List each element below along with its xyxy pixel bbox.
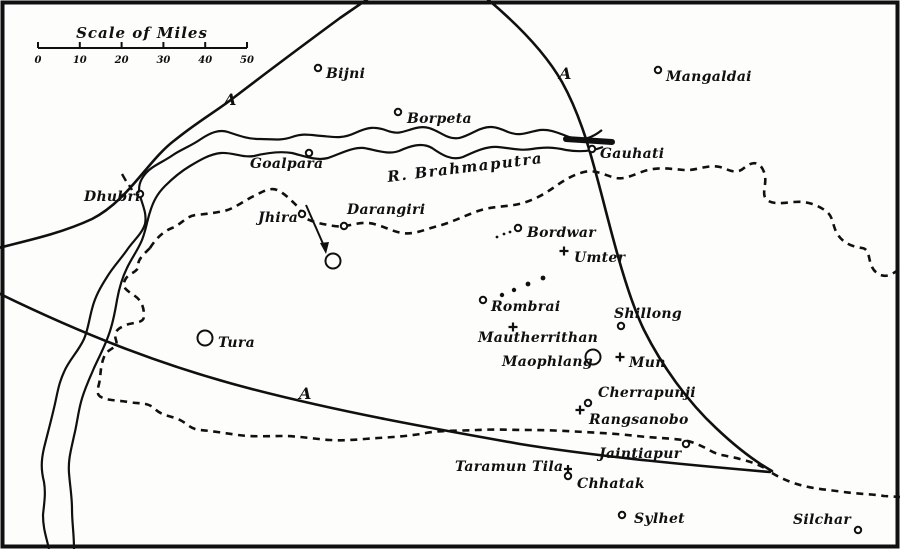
scale-tick-label-50: 50 (240, 55, 254, 66)
isoseismal-label-a-3: A (297, 384, 312, 403)
place-marker-cherrapunji (583, 398, 593, 408)
place-label-goalpara: Goalpara (250, 156, 323, 172)
place-marker-umter (559, 246, 569, 256)
place-label-silchar: Silchar (793, 512, 852, 528)
isoseismal-label-a-2: A (557, 64, 572, 83)
jhira-arrow-line (305, 204, 325, 247)
rombrai-dot-trail (499, 275, 546, 298)
place-marker-gauhati (587, 144, 597, 154)
river-thick-segment-gauhati (563, 136, 615, 145)
place-marker-darangiri (339, 221, 349, 231)
place-label-dhubri: Dhubri (83, 189, 141, 205)
scale-tick-label-30: 30 (156, 55, 170, 66)
place-label-maophlang: Maophlang (501, 354, 593, 370)
place-label-rombrai: Rombrai (490, 299, 560, 315)
scale-tick-label-20: 20 (114, 55, 129, 66)
place-label-borpeta: Borpeta (406, 111, 472, 127)
place-marker-shillong (616, 321, 626, 331)
place-label-gauhati: Gauhati (600, 146, 664, 162)
place-marker-mun (615, 352, 625, 362)
isoseismal-a-west-curve (0, 0, 369, 249)
isoseismal-label-a-1: A (222, 90, 237, 109)
river-label: R. Brahmaputra (385, 149, 544, 186)
dhubri-short-dashes (120, 173, 134, 191)
place-marker-dhubri (135, 189, 145, 199)
isoseismal-a-east-curve (486, 0, 774, 473)
place-marker-tura (196, 329, 214, 347)
place-marker-jhira (297, 209, 307, 219)
scale-tick-label-10: 10 (73, 55, 87, 66)
place-marker-borpeta (393, 107, 403, 117)
place-label-jhira: Jhira (255, 210, 298, 226)
jhira-epicentre-circle (324, 252, 342, 270)
scale-tick-label-40: 40 (198, 55, 212, 66)
bordwar-dotted-trail (495, 230, 512, 239)
river-brahmaputra-north-bank (40, 125, 603, 549)
place-marker-rangsanobo (575, 405, 585, 415)
scale-bar: Scale of Miles 0 10 20 30 40 50 (35, 24, 254, 66)
place-marker-chhatak (563, 465, 573, 481)
boundary-dashed-southeast-tail (771, 471, 900, 499)
place-marker-bijni (313, 63, 323, 73)
hills-boundary-south-dashed (96, 247, 769, 472)
place-label-tura: Tura (218, 335, 255, 351)
place-label-rangsanobo: Rangsanobo (588, 412, 689, 428)
place-label-shillong: Shillong (614, 306, 682, 322)
place-marker-mautherrithan (508, 322, 518, 332)
place-marker-jaintiapur (681, 439, 691, 449)
place-marker-mangaldai (653, 65, 663, 75)
place-label-taramun-tila: Taramun Tila (455, 459, 563, 475)
place-marker-bordwar (513, 223, 523, 233)
place-label-bijni: Bijni (325, 66, 365, 82)
place-marker-maophlang (584, 348, 602, 366)
place-label-mautherrithan: Mautherrithan (477, 330, 598, 346)
river-brahmaputra-south-bank (67, 143, 604, 549)
place-label-bordwar: Bordwar (526, 225, 597, 241)
place-marker-rombrai (478, 295, 488, 305)
place-label-cherrapunji: Cherrapunji (598, 385, 696, 401)
place-label-chhatak: Chhatak (577, 476, 645, 492)
place-marker-sylhet (617, 510, 627, 520)
jhira-arrow-head (320, 242, 329, 254)
scale-bar-title: Scale of Miles (76, 24, 208, 42)
place-label-mangaldai: Mangaldai (665, 69, 752, 85)
place-marker-goalpara (304, 148, 314, 158)
place-label-mun: Mun (628, 355, 666, 371)
place-label-jaintiapur: Jaintiapur (596, 446, 683, 462)
place-label-sylhet: Sylhet (634, 511, 685, 527)
isoseismal-a-south-line (0, 292, 772, 474)
place-label-umter: Umter (574, 250, 627, 266)
place-label-darangiri: Darangiri (346, 202, 425, 218)
place-marker-silchar (853, 525, 863, 535)
scale-tick-label-0: 0 (35, 55, 42, 66)
